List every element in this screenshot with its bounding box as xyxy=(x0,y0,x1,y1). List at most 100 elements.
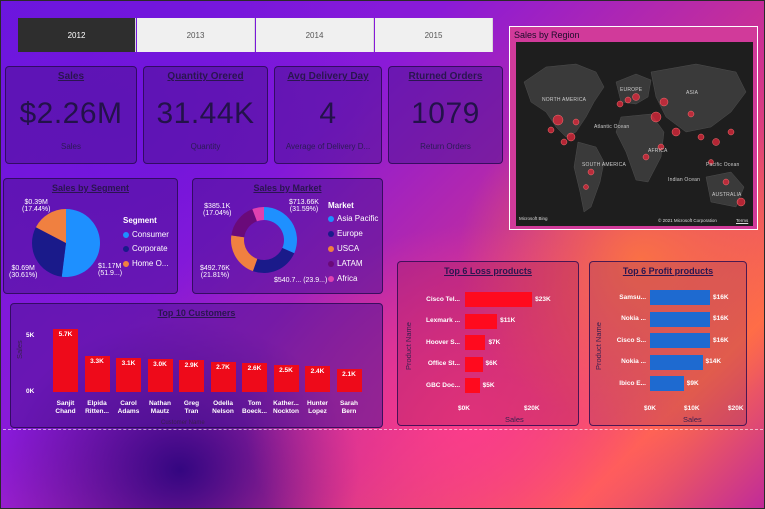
kpi-subtitle: Quantity xyxy=(190,142,221,151)
y-axis-title: Sales xyxy=(15,340,24,359)
map-label-pacific: Pacific Ocean xyxy=(706,162,740,168)
loss-bar-value: $6K xyxy=(485,360,498,367)
loss-bar[interactable] xyxy=(465,335,486,350)
slice-africa[interactable] xyxy=(252,207,264,222)
customer-bar[interactable] xyxy=(53,329,78,392)
segment-label-consumer: $1.17M (51.9...) xyxy=(98,263,123,277)
kpi-card-quantity[interactable]: Quantity Orered 31.44K Quantity xyxy=(143,66,268,164)
loss-bar-value: $11K xyxy=(500,317,516,324)
year-tab-2012[interactable]: 2012 xyxy=(18,18,136,52)
kpi-subtitle: Sales xyxy=(60,142,81,151)
segment-legend-homeoffice[interactable]: Home O... xyxy=(123,259,168,268)
loss-bar[interactable] xyxy=(465,292,533,307)
profit-x-tick-20: $20K xyxy=(728,405,744,412)
top-profit-products-chart[interactable]: Top 6 Profit products Product Name Samsu… xyxy=(589,261,747,426)
legend-dot xyxy=(328,275,334,282)
customer-bar-value: 2.9K xyxy=(184,362,199,370)
sales-by-market-chart[interactable]: Sales by Market $385.1K (17.04%) $713.66K… xyxy=(192,178,383,294)
customer-bar[interactable] xyxy=(210,362,236,392)
region-bubble xyxy=(708,159,714,165)
sales-by-segment-chart[interactable]: Sales by Segment $0.39M (17.44%) $0.69M (3… xyxy=(3,178,178,294)
customers-chart-title: Top 10 Customers xyxy=(157,308,236,318)
region-bubble xyxy=(624,96,632,104)
slice-asia-pacific[interactable] xyxy=(264,207,297,254)
kpi-card-sales[interactable]: Sales $2.26M Sales xyxy=(5,66,137,164)
market-donut xyxy=(231,207,297,273)
customer-bar[interactable] xyxy=(242,363,267,392)
profit-bar[interactable] xyxy=(650,333,710,348)
slice-usca[interactable] xyxy=(231,235,258,272)
map-title: Sales by Region xyxy=(514,30,580,40)
segment-legend-corporate[interactable]: Corporate xyxy=(123,244,168,253)
profit-name-label: Ibico E... xyxy=(619,379,646,387)
customer-name-label: Carol Adams xyxy=(117,400,140,415)
slice-home-o-[interactable] xyxy=(35,209,66,243)
customer-bar[interactable] xyxy=(179,360,204,392)
map-label-asia: ASIA xyxy=(686,90,699,96)
kpi-title: Rturned Orders xyxy=(408,71,483,82)
profit-bar[interactable] xyxy=(650,354,703,370)
customer-name-label: Hunter Lopez xyxy=(307,400,328,415)
slice-europe[interactable] xyxy=(252,247,295,273)
loss-x-tick-0: $0K xyxy=(458,405,470,412)
bing-logo: Microsoft Bing xyxy=(519,216,548,221)
customer-bar-value: 2.5K xyxy=(279,366,293,374)
x-axis-title: Customer Name xyxy=(161,420,205,426)
top-customers-chart[interactable]: Top 10 Customers 5K 0K Sales 5.7K Sanjit C… xyxy=(10,303,383,428)
customer-bar[interactable] xyxy=(116,357,141,392)
slice-corporate[interactable] xyxy=(31,227,66,277)
market-legend-usca[interactable]: USCA xyxy=(328,244,359,253)
market-label-asia-pacific: $713.66K (31.59%) xyxy=(289,199,319,213)
year-tab-2013[interactable]: 2013 xyxy=(137,18,255,52)
customer-bar[interactable] xyxy=(147,359,173,392)
slice-latam[interactable] xyxy=(231,209,257,238)
region-bubble xyxy=(560,138,568,146)
legend-dot xyxy=(328,260,334,267)
page-divider xyxy=(3,429,763,430)
market-legend-africa[interactable]: Africa xyxy=(328,274,357,283)
region-bubble xyxy=(659,97,669,107)
loss-bar[interactable] xyxy=(465,313,498,329)
sales-by-region-map[interactable]: Sales by Region xyxy=(509,26,758,230)
legend-dot xyxy=(123,231,129,238)
customer-name-label: Sarah Bern xyxy=(339,400,359,415)
customer-bar[interactable] xyxy=(273,364,299,392)
customer-bar[interactable] xyxy=(305,365,330,392)
map-terms-link[interactable]: Terms xyxy=(736,218,749,223)
kpi-card-delivery[interactable]: Avg Delivery Day 4 Average of Delivery D… xyxy=(274,66,382,164)
map-shapes xyxy=(523,63,747,213)
market-legend-title: Market xyxy=(328,201,354,210)
kpi-value: 31.44K xyxy=(156,97,255,130)
world-map[interactable]: NORTH AMERICA EUROPE ASIA Atlantic Ocean… xyxy=(516,42,753,226)
region-bubble xyxy=(650,111,662,123)
loss-bar[interactable] xyxy=(465,356,483,372)
kpi-value: 4 xyxy=(319,97,337,130)
market-legend-asia-pacific[interactable]: Asia Pacific xyxy=(328,214,378,223)
segment-legend-consumer[interactable]: Consumer xyxy=(123,230,169,239)
region-bubble xyxy=(552,114,564,126)
region-bubble xyxy=(566,132,576,142)
profit-bar[interactable] xyxy=(650,290,710,305)
region-bubble xyxy=(642,153,650,161)
year-tab-2014[interactable]: 2014 xyxy=(256,18,374,52)
loss-name-label: Cisco Tel... xyxy=(426,295,460,303)
customer-bar-value: 5.7K xyxy=(58,331,73,339)
customer-bar[interactable] xyxy=(84,355,110,392)
loss-bar[interactable] xyxy=(465,378,480,393)
top-loss-products-chart[interactable]: Top 6 Loss products Product Name Cisco T… xyxy=(397,261,579,426)
customer-bar[interactable] xyxy=(336,368,362,392)
year-tab-2015[interactable]: 2015 xyxy=(375,18,493,52)
kpi-value: $2.26M xyxy=(19,97,123,130)
region-bubble xyxy=(722,178,730,186)
market-legend-europe[interactable]: Europe xyxy=(328,229,363,238)
profit-bar-value: $16K xyxy=(713,336,729,344)
market-legend-latam[interactable]: LATAM xyxy=(328,259,362,268)
map-label-atlantic: Atlantic Ocean xyxy=(594,124,630,130)
profit-bar[interactable] xyxy=(650,376,684,391)
slice-consumer[interactable] xyxy=(61,209,100,277)
profit-bar-value: $9K xyxy=(686,379,699,387)
legend-dot xyxy=(328,230,334,237)
kpi-card-returns[interactable]: Rturned Orders 1079 Return Orders xyxy=(388,66,503,164)
profit-bar[interactable] xyxy=(650,311,710,327)
region-bubble xyxy=(712,138,720,146)
